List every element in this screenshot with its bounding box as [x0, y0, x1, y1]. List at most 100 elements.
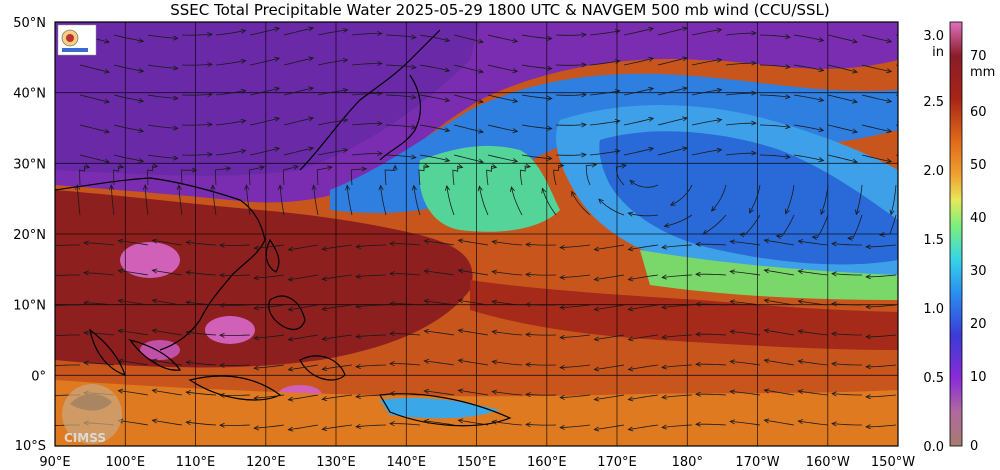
- wind-arrowhead: [244, 184, 250, 191]
- wind-arrowhead: [444, 97, 451, 103]
- wind-arrowhead: [559, 304, 565, 310]
- wind-arrowhead: [50, 304, 55, 308]
- wind-arrowhead: [321, 246, 328, 252]
- wind-arrowhead: [287, 276, 294, 282]
- wind-streamline: [730, 301, 761, 306]
- wind-streamline: [458, 419, 489, 426]
- wind-streamline: [55, 334, 80, 337]
- wind-arrowhead: [785, 124, 791, 130]
- wind-streamline: [356, 334, 387, 338]
- wind-arrowhead: [627, 211, 634, 217]
- colorbar: 3.0 in 2.5 2.0 1.5 1.0 0.5 0.0 70 mm 60 …: [923, 21, 995, 455]
- wind-streamline: [589, 120, 620, 126]
- wind-arrowhead: [219, 302, 225, 308]
- lon-label: 150°E: [457, 455, 497, 470]
- wind-arrowhead: [219, 422, 225, 428]
- wind-arrowhead: [104, 68, 110, 74]
- wind-arrowhead: [185, 300, 192, 306]
- wind-arrowhead: [478, 38, 484, 44]
- colorbar-mm-tick: 60: [970, 105, 987, 120]
- wind-streamline: [657, 147, 688, 156]
- wind-arrowhead: [785, 64, 791, 70]
- wind-arrowhead: [185, 360, 192, 366]
- wind-streamline: [219, 334, 251, 336]
- wind-arrowhead: [423, 328, 430, 334]
- wind-arrowhead: [661, 424, 667, 430]
- wind-streamline: [453, 34, 484, 43]
- wind-streamline: [519, 165, 531, 186]
- wind-streamline: [487, 154, 518, 162]
- wind-streamline: [662, 334, 693, 338]
- wind-streamline: [831, 243, 862, 246]
- wind-arrowhead: [138, 37, 145, 43]
- wind-arrowhead: [287, 306, 294, 312]
- wind-streamline: [866, 274, 897, 278]
- wind-streamline: [118, 300, 149, 306]
- wind-arrowhead: [478, 98, 484, 104]
- wind-arrowhead: [342, 147, 349, 153]
- wind-arrowhead: [593, 366, 600, 372]
- wind-arrowhead: [695, 271, 701, 277]
- wind-arrowhead: [559, 274, 565, 280]
- wind-arrowhead: [185, 420, 192, 426]
- wind-streamline: [662, 364, 693, 368]
- wind-streamline: [861, 124, 892, 132]
- wind-streamline: [118, 420, 149, 426]
- wind-streamline: [79, 165, 90, 186]
- wind-streamline: [79, 154, 110, 163]
- wind-streamline: [419, 34, 450, 42]
- wind-streamline: [628, 394, 659, 400]
- wind-arrowhead: [865, 304, 871, 310]
- wind-streamline: [79, 64, 110, 73]
- wind-arrowhead: [240, 88, 247, 94]
- wind-arrowhead: [253, 395, 259, 401]
- wind-streamline: [831, 273, 862, 276]
- wind-arrowhead: [287, 336, 294, 342]
- wind-streamline: [317, 119, 348, 126]
- wind-arrowhead: [661, 304, 667, 310]
- wind-arrowhead: [729, 239, 736, 245]
- wind-streamline: [113, 94, 144, 102]
- wind-arrowhead: [423, 238, 430, 244]
- wind-streamline: [560, 364, 591, 368]
- wind-arrowhead: [682, 26, 688, 32]
- wind-streamline: [525, 334, 557, 336]
- wind-arrowhead: [185, 270, 192, 276]
- wind-streamline: [691, 59, 722, 66]
- wind-arrowhead: [886, 68, 893, 74]
- wind-streamline: [623, 117, 654, 126]
- wind-streamline: [691, 119, 722, 126]
- wind-streamline: [356, 274, 387, 278]
- wind-arrowhead: [423, 163, 430, 169]
- wind-arrowhead: [797, 239, 804, 245]
- wind-streamline: [283, 147, 314, 156]
- colorbar-mm-tick: 40: [970, 211, 987, 226]
- wind-arrowhead: [682, 146, 688, 152]
- colorbar-in-tick: 2.0: [923, 164, 944, 179]
- wind-arrowhead: [389, 361, 395, 367]
- wind-streamline: [628, 364, 659, 370]
- wind-streamline: [113, 34, 144, 42]
- wind-arrowhead: [797, 419, 804, 425]
- wind-streamline: [322, 244, 353, 250]
- wind-arrowhead: [525, 163, 532, 169]
- wind-streamline: [350, 168, 367, 186]
- wind-streamline: [594, 424, 625, 430]
- wind-arrowhead: [729, 389, 736, 395]
- wind-arrowhead: [818, 157, 825, 163]
- wind-streamline: [866, 394, 897, 398]
- wind-arrowhead: [581, 62, 587, 68]
- wind-streamline: [322, 424, 353, 430]
- wind-streamline: [313, 185, 319, 216]
- wind-arrowhead: [219, 362, 225, 368]
- wind-arrowhead: [571, 190, 576, 197]
- wind-arrowhead: [287, 426, 294, 432]
- wind-arrowhead: [648, 56, 655, 62]
- wind-streamline: [793, 64, 824, 71]
- wind-streamline: [181, 63, 213, 66]
- wind-arrowhead: [444, 127, 451, 133]
- wind-arrowhead: [138, 127, 145, 133]
- wind-arrowhead: [491, 299, 498, 305]
- wind-streamline: [827, 124, 858, 133]
- wind-streamline: [629, 180, 659, 188]
